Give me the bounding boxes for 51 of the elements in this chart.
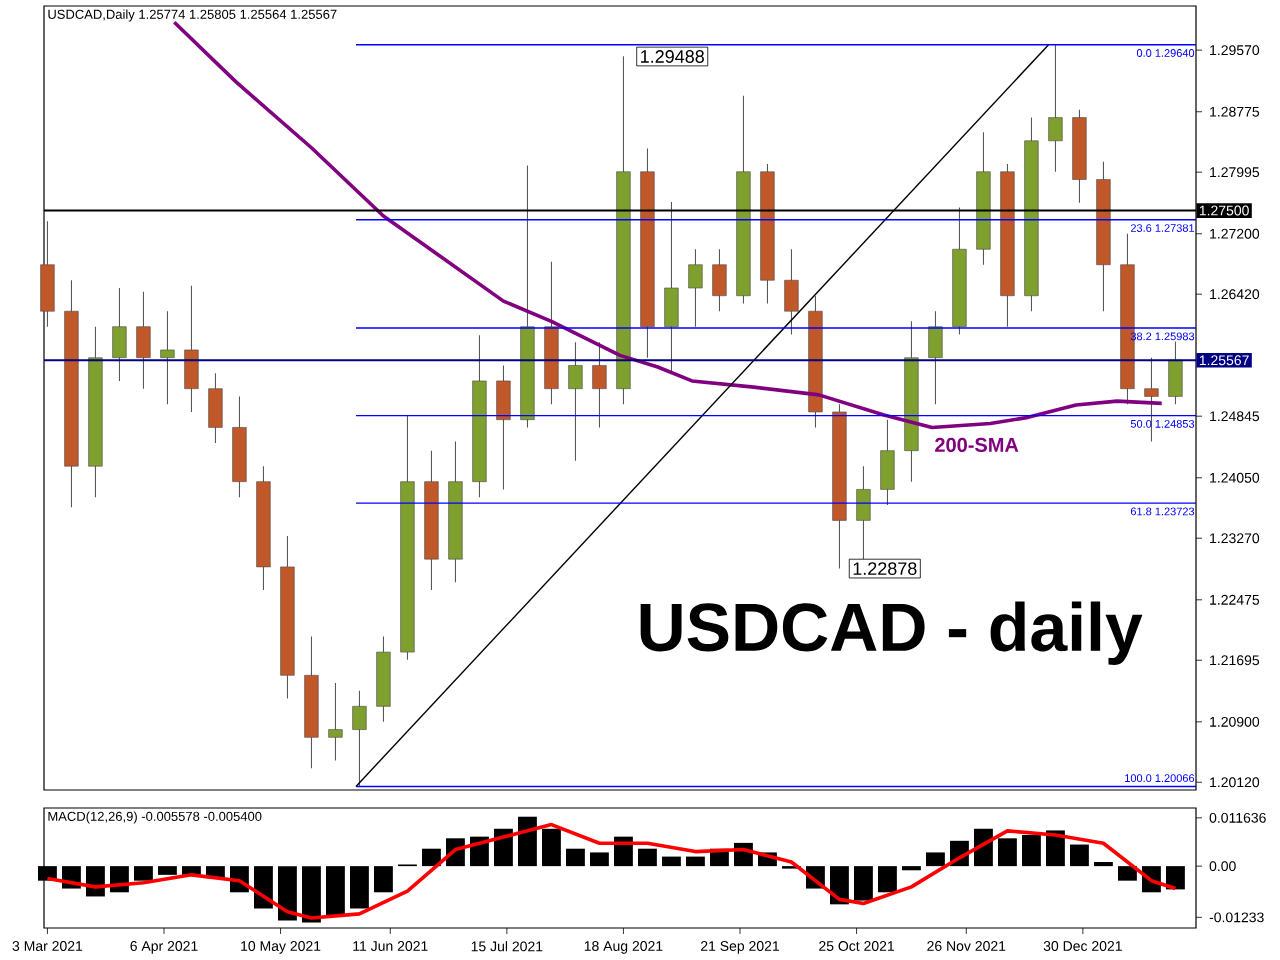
candlestick [496,364,511,490]
candlestick [688,248,703,328]
bar [1046,830,1065,867]
candlestick [1048,44,1063,173]
candlestick [160,310,175,405]
bar [374,866,393,893]
bar [854,866,873,901]
bar [662,856,681,867]
annotation: USDCAD - daily [640,601,1143,665]
bar [638,848,657,867]
bar [566,848,585,867]
annotation: 1.29488 [641,50,704,63]
candlestick [592,341,607,428]
bar [494,828,513,867]
bar [1118,866,1137,881]
candlestick [568,341,583,462]
bar [878,866,897,893]
candlestick [1168,340,1183,405]
bar [1022,834,1041,867]
line-series [45,822,1178,920]
bar [422,848,441,867]
candlestick [136,291,151,390]
bar [278,866,297,921]
candlestick [184,285,199,413]
bar [134,866,153,881]
candlestick [664,201,679,374]
bar [1070,844,1089,867]
bar [518,816,537,867]
candlestick [784,248,799,335]
bar [926,852,945,867]
bar [302,866,321,923]
candlestick [712,248,727,312]
candlestick [880,419,895,506]
candlestick [352,690,367,787]
bar [326,866,345,917]
series-label: 200-SMA [935,437,1019,452]
bar [1094,861,1113,867]
candlestick [208,372,223,444]
bar [998,838,1017,867]
bar [542,828,561,867]
bar [1166,866,1185,890]
annotation: 1.22878 [853,562,917,575]
candlestick [112,287,127,382]
bar [590,852,609,867]
bar [350,866,369,909]
candlestick [40,220,55,328]
candlestick [328,682,343,762]
bar [686,856,705,867]
candlestick [856,465,871,560]
bar [158,866,177,875]
candlestick [928,310,943,405]
